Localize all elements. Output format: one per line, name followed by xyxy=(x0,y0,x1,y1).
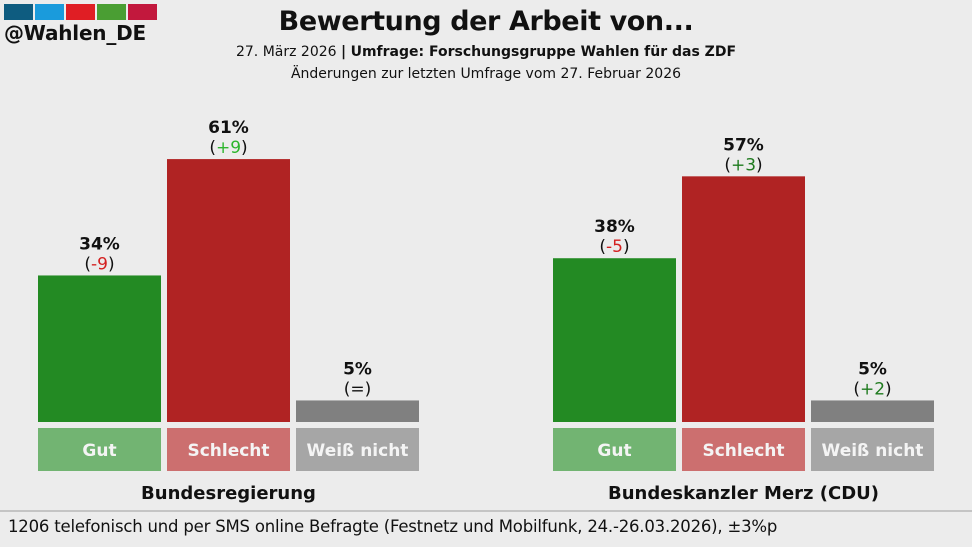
logo-stripe xyxy=(97,4,126,20)
change-label: (+3) xyxy=(724,155,762,175)
chart-title: Bewertung der Arbeit von... xyxy=(278,6,694,37)
category-label: Schlecht xyxy=(702,441,784,461)
poll-source: Umfrage: Forschungsgruppe Wahlen für das… xyxy=(350,44,737,60)
logo-color-stripes xyxy=(4,4,157,20)
footer-divider xyxy=(0,510,972,512)
bar-schlecht xyxy=(167,159,290,422)
category-label: Gut xyxy=(82,441,116,461)
logo-stripe xyxy=(128,4,157,20)
logo-stripe xyxy=(4,4,33,20)
category-label: Weiß nicht xyxy=(822,441,924,461)
change-label: (=) xyxy=(344,379,372,399)
logo: @Wahlen_DE xyxy=(4,4,157,45)
change-label: (-9) xyxy=(84,254,114,274)
category-box-gut xyxy=(553,428,676,471)
bar-weiss-nicht xyxy=(296,400,419,422)
panel-title: Bundeskanzler Merz (CDU) xyxy=(608,483,879,504)
bar-weiss-nicht xyxy=(811,400,934,422)
bar-gut xyxy=(553,258,676,422)
value-label: 5% xyxy=(858,359,887,379)
category-label: Weiß nicht xyxy=(307,441,409,461)
bar-gut xyxy=(38,275,161,422)
category-box-schlecht xyxy=(682,428,805,471)
category-box-gut xyxy=(38,428,161,471)
panel-title: Bundesregierung xyxy=(141,483,316,504)
category-label: Schlecht xyxy=(187,441,269,461)
category-box-weiss-nicht xyxy=(811,428,934,471)
value-label: 57% xyxy=(723,135,764,155)
separator: | xyxy=(341,44,347,60)
category-box-weiss-nicht xyxy=(296,428,419,471)
logo-text: @Wahlen_DE xyxy=(4,21,147,45)
subtitle: 27. März 2026 | Umfrage: Forschungsgrupp… xyxy=(0,44,972,60)
logo-stripe xyxy=(35,4,64,20)
logo-stripe xyxy=(66,4,95,20)
category-label: Gut xyxy=(597,441,631,461)
change-label: (+2) xyxy=(853,379,891,399)
value-label: 38% xyxy=(594,217,635,237)
category-box-schlecht xyxy=(167,428,290,471)
poll-date: 27. März 2026 xyxy=(235,44,337,60)
change-label: (+9) xyxy=(209,138,247,158)
value-label: 34% xyxy=(79,234,120,254)
footer-methodology: 1206 telefonisch und per SMS online Befr… xyxy=(8,517,778,536)
value-label: 61% xyxy=(208,118,249,138)
bar-schlecht xyxy=(682,176,805,422)
value-label: 5% xyxy=(343,359,372,379)
change-note: Änderungen zur letzten Umfrage vom 27. F… xyxy=(290,66,682,82)
change-label: (-5) xyxy=(599,237,629,257)
